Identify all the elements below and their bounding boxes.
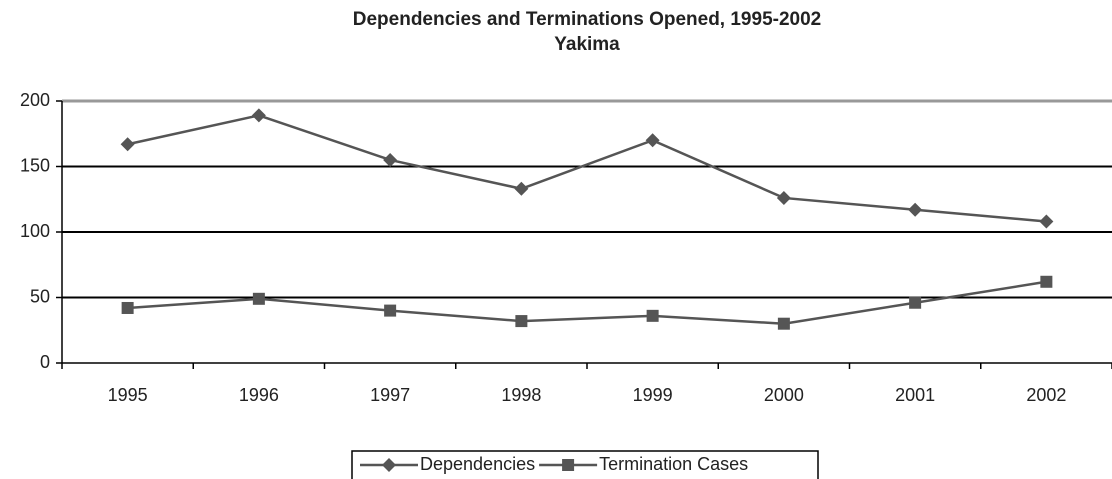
- marker: [383, 152, 398, 167]
- y-tick-label: 0: [40, 352, 50, 372]
- x-tick-label: 1995: [108, 385, 148, 405]
- y-tick-label: 50: [30, 286, 50, 306]
- x-tick-label: 1999: [633, 385, 673, 405]
- x-tick-label: 2000: [764, 385, 804, 405]
- marker: [1040, 275, 1053, 288]
- x-tick-label: 1998: [501, 385, 541, 405]
- y-tick-label: 200: [20, 90, 50, 110]
- marker: [1039, 214, 1054, 229]
- x-tick-label: 1997: [370, 385, 410, 405]
- marker: [777, 317, 790, 330]
- legend-label: Dependencies: [420, 454, 535, 474]
- marker: [515, 315, 528, 328]
- y-tick-label: 150: [20, 155, 50, 175]
- x-tick-label: 1996: [239, 385, 279, 405]
- marker: [514, 181, 529, 196]
- marker: [382, 458, 396, 472]
- y-tick-label: 100: [20, 221, 50, 241]
- marker: [562, 459, 575, 471]
- marker: [646, 309, 659, 322]
- legend-box: [351, 450, 819, 479]
- legend-label: Termination Cases: [599, 454, 748, 474]
- marker: [251, 108, 266, 123]
- x-tick-label: 2002: [1026, 385, 1066, 405]
- marker: [384, 304, 397, 317]
- marker: [252, 292, 265, 305]
- marker: [908, 202, 923, 217]
- marker: [909, 296, 922, 309]
- series-line: [127, 280, 1047, 325]
- marker: [120, 137, 135, 152]
- marker: [776, 190, 791, 205]
- x-tick-label: 2001: [895, 385, 935, 405]
- marker: [645, 133, 660, 148]
- chart-title: Dependencies and Terminations Opened, 19…: [353, 9, 821, 30]
- chart-subtitle: Yakima: [554, 34, 620, 55]
- marker: [121, 301, 134, 314]
- series-line: [127, 114, 1047, 223]
